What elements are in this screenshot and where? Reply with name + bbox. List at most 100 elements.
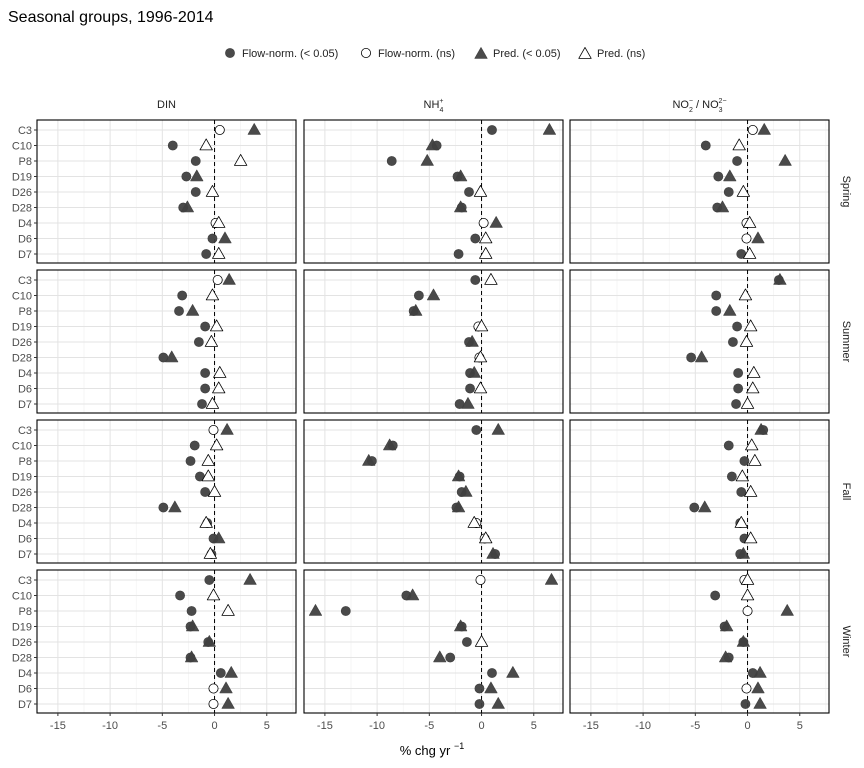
legend-marker-pn <box>578 47 592 59</box>
point-pred-d6 <box>479 231 493 244</box>
point-pred-d7 <box>212 246 226 259</box>
point-flow-d26 <box>728 337 738 347</box>
x-tick-label: -15 <box>50 720 66 732</box>
point-pred-c3 <box>740 573 755 585</box>
point-pred-d19 <box>744 319 758 332</box>
point-pred-d7 <box>486 547 500 559</box>
point-flow-d4 <box>200 368 211 378</box>
point-pred-d28 <box>719 650 733 663</box>
facet-strips: DIN NH4+ NO2− / NO32−SpringSummerFallWinte… <box>157 98 852 658</box>
point-pred-d19 <box>201 469 215 482</box>
point-flow-d26 <box>736 487 747 497</box>
facet-panels: C3 C10 P8 D19 D26 D28 D4 D6 D7 C3 C10 P8 D19 D26 D28 D4… <box>12 119 830 714</box>
point-pred-d26 <box>465 335 479 347</box>
point-flow-c3 <box>204 575 215 585</box>
point-pred-d26 <box>473 184 488 197</box>
y-tick-label-d7: D7 <box>18 399 32 411</box>
panel-border <box>303 419 564 564</box>
strip-label-fall: Fall <box>840 483 852 501</box>
y-tick-label-d26: D26 <box>12 187 32 199</box>
point-flow-d26 <box>200 487 211 497</box>
point-pred-c10 <box>745 438 759 451</box>
point-flow-d6 <box>474 683 485 694</box>
y-tick-label-d19: D19 <box>12 322 32 334</box>
y-tick-label-d28: D28 <box>12 503 32 515</box>
y-tick-label-d28: D28 <box>12 203 32 215</box>
panel-winter-nh4 <box>303 569 564 714</box>
point-pred-d28 <box>473 350 488 363</box>
point-pred-d26 <box>205 184 220 197</box>
y-tick-label-c3: C3 <box>18 125 32 137</box>
strip-superscript: − <box>689 98 693 105</box>
x-tick-label: -10 <box>369 720 385 732</box>
point-pred-d19 <box>454 169 468 182</box>
strip-superscript: + <box>439 98 443 105</box>
y-tick-label-c3: C3 <box>18 575 32 587</box>
y-tick-label-d6: D6 <box>18 684 32 696</box>
panel-winter-din: C3 C10 P8 D19 D26 D28 D4 D6 D7 <box>12 569 297 714</box>
point-pred-d6 <box>212 531 226 544</box>
point-pred-d6 <box>744 531 758 544</box>
point-flow-d6 <box>470 233 481 244</box>
point-pred-d28 <box>433 650 447 663</box>
point-flow-d6 <box>733 383 744 394</box>
point-pred-c10 <box>205 288 220 301</box>
y-tick-label-c10: C10 <box>12 441 32 453</box>
point-pred-p8 <box>780 604 794 616</box>
y-tick-label-d28: D28 <box>12 653 32 665</box>
point-flow-d26 <box>462 637 472 647</box>
point-pred-d28 <box>165 350 179 363</box>
point-pred-d28 <box>698 500 712 513</box>
y-tick-label-d4: D4 <box>18 668 32 680</box>
point-pred-c3 <box>220 423 234 435</box>
y-tick-label-c3: C3 <box>18 275 32 287</box>
point-flow-d7 <box>731 399 741 409</box>
chart-title: Seasonal groups, 1996-2014 <box>8 9 214 26</box>
point-pred-c3 <box>757 123 771 135</box>
point-flow-c10 <box>175 590 185 601</box>
point-flow-p8 <box>190 156 201 166</box>
point-flow-p8 <box>185 456 196 466</box>
point-pred-d6 <box>746 381 760 394</box>
legend-marker-fn <box>360 48 371 59</box>
point-flow-p8 <box>340 606 351 616</box>
y-tick-label-d26: D26 <box>12 487 32 499</box>
point-flow-c10 <box>723 440 734 451</box>
y-tick-label-p8: P8 <box>19 606 32 618</box>
point-flow-p8 <box>186 606 197 616</box>
point-pred-d6 <box>751 681 765 694</box>
point-pred-d26 <box>736 184 751 197</box>
y-tick-label-d28: D28 <box>12 353 32 365</box>
point-pred-d4 <box>467 516 481 528</box>
point-pred-d4 <box>212 215 226 228</box>
point-pred-d7 <box>740 396 755 409</box>
point-pred-d19 <box>723 169 737 182</box>
point-flow-c3 <box>208 424 219 435</box>
y-tick-label-p8: P8 <box>19 156 32 168</box>
point-pred-d26 <box>202 635 216 647</box>
point-flow-c3 <box>747 125 758 136</box>
y-tick-label-c10: C10 <box>12 141 32 153</box>
panel-border <box>569 269 830 414</box>
x-tick-label: 0 <box>211 720 217 732</box>
panel-summer-nh4 <box>303 269 564 414</box>
point-pred-c3 <box>247 123 261 135</box>
point-flow-c10 <box>177 290 188 301</box>
strip-superscript: 2− <box>719 98 727 105</box>
strip-label-winter: Winter <box>840 626 852 658</box>
point-pred-d19 <box>452 469 466 482</box>
point-flow-d6 <box>200 383 211 394</box>
point-flow-c10 <box>189 440 200 451</box>
point-pred-c10 <box>199 138 213 151</box>
point-pred-c3 <box>773 273 787 285</box>
point-pred-c3 <box>542 123 556 135</box>
point-pred-d6 <box>219 681 233 694</box>
legend-marker-fs <box>225 48 235 58</box>
point-flow-c3 <box>487 125 497 135</box>
y-tick-label-d6: D6 <box>18 534 32 546</box>
panel-border <box>569 569 830 714</box>
point-pred-d4 <box>213 365 227 378</box>
y-tick-label-c10: C10 <box>12 591 32 603</box>
point-flow-d19 <box>181 171 192 182</box>
